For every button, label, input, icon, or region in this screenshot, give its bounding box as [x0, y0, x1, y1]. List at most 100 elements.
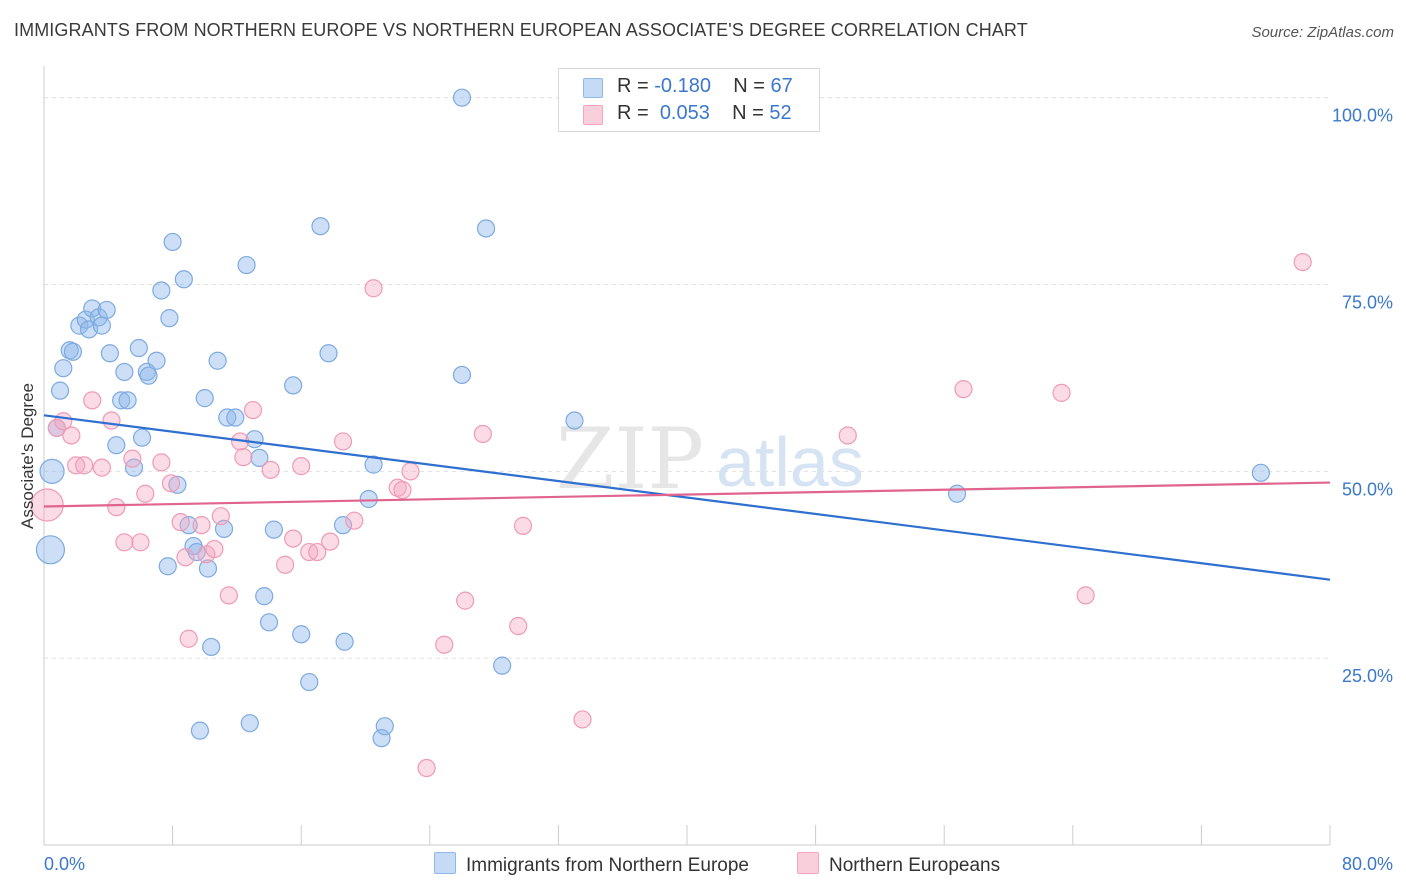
bottom-legend-label: Immigrants from Northern Europe	[466, 855, 749, 876]
data-point	[456, 591, 475, 610]
bottom-legend-swatch-pink	[797, 852, 819, 874]
data-point	[1293, 252, 1312, 272]
data-point	[190, 721, 210, 740]
data-point	[92, 316, 111, 335]
data-point	[174, 270, 193, 289]
data-point	[163, 232, 182, 252]
y-tick-label: 100.0%	[1332, 106, 1393, 126]
data-point	[300, 672, 319, 692]
y-tick-label: 50.0%	[1342, 479, 1393, 499]
data-point	[152, 453, 171, 472]
data-point	[493, 656, 512, 675]
gridlines	[44, 97, 1330, 659]
bottom-legend-immigrants: Immigrants from Northern Europe	[434, 852, 749, 877]
data-point	[152, 281, 171, 300]
data-point	[112, 391, 131, 410]
data-point	[250, 448, 269, 467]
data-point	[147, 351, 166, 370]
trend-line	[43, 481, 1331, 508]
bottom-legend-label: Northern Europeans	[829, 855, 1001, 876]
data-point	[102, 411, 121, 430]
data-point	[192, 516, 211, 535]
data-point	[509, 616, 528, 636]
data-point	[47, 418, 66, 438]
legend-r-value: 0.053	[659, 102, 710, 124]
data-point	[1052, 383, 1071, 402]
data-point	[168, 475, 187, 494]
data-point	[136, 484, 155, 503]
data-point	[97, 300, 116, 320]
data-point	[276, 555, 295, 574]
data-point	[255, 587, 274, 606]
data-point	[565, 411, 584, 430]
legend-r-label: R =	[617, 75, 649, 97]
y-tick-labels: 25.0% 50.0% 75.0% 100.0%	[1332, 106, 1393, 686]
data-point	[211, 507, 230, 526]
data-point	[123, 449, 142, 468]
data-point	[284, 376, 303, 395]
data-point	[39, 458, 65, 484]
data-point	[261, 460, 280, 479]
data-point	[573, 710, 592, 729]
bottom-legend-northern-europeans: Northern Europeans	[797, 852, 1000, 877]
data-point	[54, 359, 73, 378]
data-point	[107, 498, 126, 517]
data-point	[345, 511, 364, 530]
data-point	[179, 629, 198, 648]
data-point	[234, 448, 253, 467]
data-point	[115, 533, 134, 552]
data-point	[240, 714, 259, 733]
data-point	[476, 219, 496, 238]
data-point	[107, 436, 126, 455]
legend-n-value: 52	[769, 102, 792, 124]
bottom-legend-swatch-blue	[434, 852, 456, 874]
data-point	[115, 362, 134, 382]
data-point	[375, 717, 394, 736]
legend-r-label: R =	[617, 102, 649, 124]
data-point	[319, 344, 338, 363]
legend-n-value: 67	[770, 75, 793, 97]
legend-swatch-pink	[583, 105, 603, 125]
data-point	[50, 381, 70, 400]
data-point	[158, 557, 177, 576]
data-point	[264, 520, 283, 539]
data-point	[131, 533, 150, 552]
data-point	[205, 539, 224, 559]
data-point	[435, 635, 454, 654]
x-tick-label-max: 80.0%	[1342, 854, 1393, 874]
data-point	[83, 391, 102, 410]
data-point	[132, 428, 152, 447]
data-point	[100, 344, 120, 363]
y-tick-label: 25.0%	[1342, 666, 1393, 686]
legend-n-label: N =	[732, 102, 764, 124]
data-point	[393, 480, 412, 500]
data-point	[452, 88, 472, 107]
data-point	[1251, 463, 1270, 482]
data-point	[947, 484, 967, 503]
data-point	[838, 426, 857, 445]
data-point	[237, 255, 256, 275]
trend-lines	[43, 414, 1331, 581]
data-point	[160, 309, 179, 328]
source-credit: Source: ZipAtlas.com	[1251, 24, 1394, 41]
data-point	[452, 365, 472, 385]
data-point	[364, 279, 383, 298]
data-point	[321, 532, 340, 551]
data-point	[63, 342, 83, 361]
y-axis-title: Associate's Degree	[18, 383, 37, 529]
legend-n-label: N =	[733, 75, 765, 97]
data-point	[226, 408, 245, 427]
data-point	[118, 391, 137, 410]
data-point	[92, 458, 111, 477]
data-point	[954, 380, 973, 399]
data-point	[219, 586, 238, 605]
data-point	[292, 457, 311, 476]
data-point	[75, 456, 94, 475]
data-point	[308, 542, 327, 562]
data-point	[124, 458, 144, 477]
data-point	[129, 338, 148, 358]
x-tick-label-min: 0.0%	[44, 854, 85, 874]
data-point	[335, 632, 354, 651]
y-tick-label: 75.0%	[1342, 293, 1393, 313]
